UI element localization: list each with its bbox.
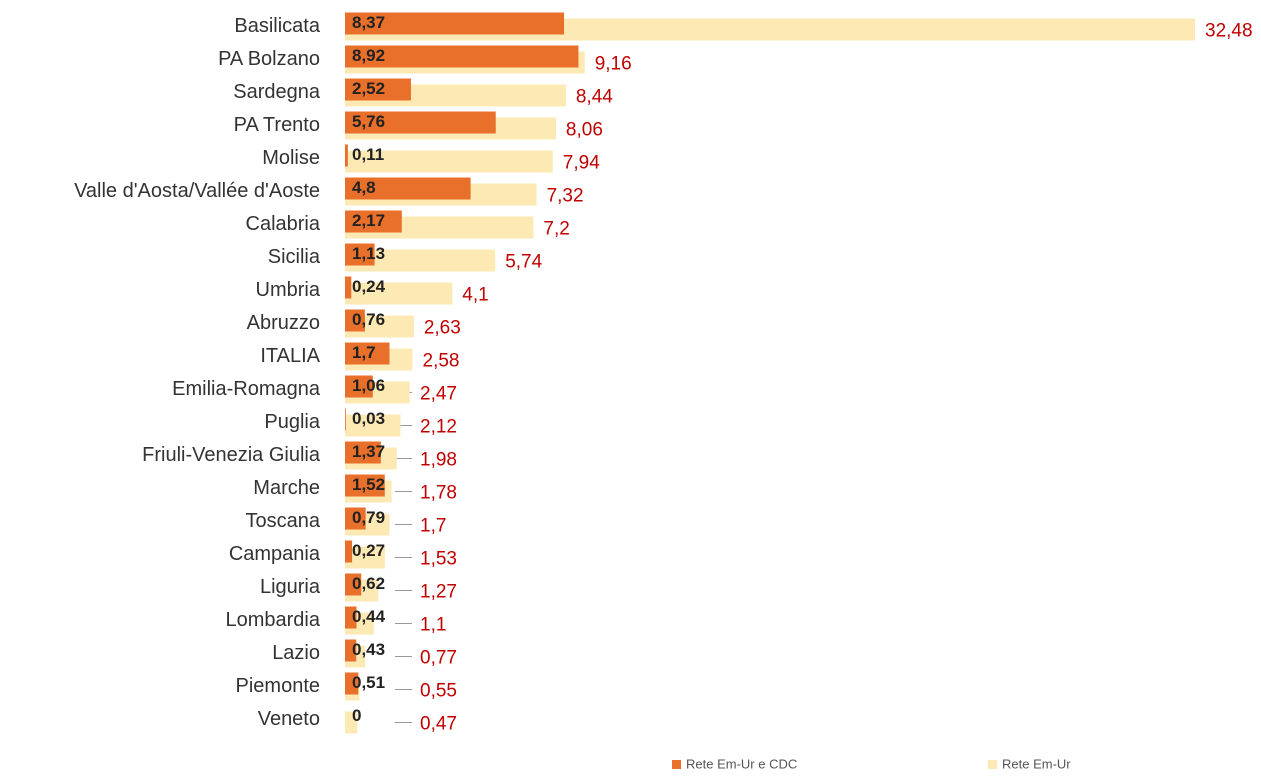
category-label: Friuli-Venezia Giulia <box>142 444 321 466</box>
data-label: 2,47 <box>420 384 457 405</box>
category-label: Valle d'Aosta/Vallée d'Aoste <box>74 180 320 202</box>
bar <box>345 210 402 233</box>
category-label: Sicilia <box>268 246 321 268</box>
category-label: Veneto <box>258 708 320 730</box>
bar <box>345 573 362 596</box>
data-label: 0,24 <box>352 277 386 296</box>
data-label: 2,12 <box>420 417 457 438</box>
bar <box>345 375 373 398</box>
bar <box>345 408 346 431</box>
category-label: Sardegna <box>233 81 321 103</box>
data-label: 1,98 <box>420 450 457 471</box>
data-label: 0,03 <box>352 409 385 428</box>
data-label: 32,48 <box>1205 21 1253 42</box>
bar <box>345 111 496 134</box>
legend-swatch <box>672 760 681 769</box>
bar <box>345 342 390 365</box>
data-label: 5,76 <box>352 112 385 131</box>
data-label: 8,06 <box>566 120 603 141</box>
bar <box>345 546 386 569</box>
bar <box>345 507 366 530</box>
data-label: 0,11 <box>352 145 384 164</box>
category-label: Umbria <box>256 279 321 301</box>
data-label: 1,78 <box>420 483 457 504</box>
data-label: 0,47 <box>420 714 457 735</box>
data-label: 0,27 <box>352 541 385 560</box>
category-label: Abruzzo <box>247 312 320 334</box>
data-label: 1,37 <box>352 442 385 461</box>
data-label: 8,37 <box>352 13 385 32</box>
bar <box>345 441 381 464</box>
bar <box>345 639 357 662</box>
data-label: 1,7 <box>420 516 446 537</box>
category-label: Lombardia <box>225 609 320 631</box>
data-label: 2,58 <box>423 351 460 372</box>
category-label: ITALIA <box>260 345 320 367</box>
bar <box>345 474 385 497</box>
data-label: 0,51 <box>352 673 385 692</box>
data-label: 7,32 <box>547 186 584 207</box>
bar <box>345 414 401 437</box>
data-label: 2,52 <box>352 79 385 98</box>
data-label: 4,8 <box>352 178 376 197</box>
bar <box>345 276 352 299</box>
data-label: 8,92 <box>352 46 385 65</box>
data-label: 1,53 <box>420 549 457 570</box>
legend-swatch <box>988 760 997 769</box>
category-label: PA Bolzano <box>218 48 320 70</box>
data-label: 2,63 <box>424 318 461 339</box>
data-label: 9,16 <box>595 54 632 75</box>
bar <box>345 150 553 173</box>
data-label: 0,62 <box>352 574 385 593</box>
data-label: 1,7 <box>352 343 376 362</box>
data-label: 1,13 <box>352 244 385 263</box>
data-label: 0,44 <box>352 607 386 626</box>
category-label: Emilia-Romagna <box>172 378 321 400</box>
category-label: Calabria <box>246 213 321 235</box>
bar <box>345 78 411 101</box>
data-label: 0,76 <box>352 310 385 329</box>
bar <box>345 243 375 266</box>
bar <box>345 672 359 695</box>
data-label: 0,79 <box>352 508 385 527</box>
category-label: Lazio <box>272 642 320 664</box>
category-label: Toscana <box>246 510 321 532</box>
legend-label: Rete Em-Ur e CDC <box>686 756 797 771</box>
bar <box>345 177 471 200</box>
category-label: Campania <box>229 543 321 565</box>
data-label: 7,94 <box>563 153 600 174</box>
category-label: Liguria <box>260 576 321 598</box>
bar <box>345 540 353 563</box>
bar <box>345 249 496 272</box>
data-label: 0,77 <box>420 648 457 669</box>
data-label: 1,27 <box>420 582 457 603</box>
category-label: Puglia <box>264 411 320 433</box>
data-label: 0 <box>352 706 361 725</box>
data-label: 1,52 <box>352 475 385 494</box>
category-label: Molise <box>262 147 320 169</box>
data-label: 0,55 <box>420 681 457 702</box>
data-label: 2,17 <box>352 211 385 230</box>
bar <box>345 606 357 629</box>
data-label: 0,43 <box>352 640 385 659</box>
category-label: Basilicata <box>234 15 320 37</box>
category-label: Marche <box>253 477 320 499</box>
data-label: 1,1 <box>420 615 446 636</box>
legend-label: Rete Em-Ur <box>1002 756 1071 771</box>
category-label: Piemonte <box>236 675 321 697</box>
bar <box>345 309 365 332</box>
bar <box>345 144 348 167</box>
bar <box>345 45 579 68</box>
data-label: 7,2 <box>543 219 569 240</box>
category-label: PA Trento <box>234 114 320 136</box>
data-label: 8,44 <box>576 87 613 108</box>
bar <box>345 282 453 305</box>
bar <box>345 12 565 35</box>
data-label: 4,1 <box>462 285 488 306</box>
data-label: 1,06 <box>352 376 385 395</box>
bar <box>345 711 358 734</box>
data-label: 5,74 <box>505 252 542 273</box>
